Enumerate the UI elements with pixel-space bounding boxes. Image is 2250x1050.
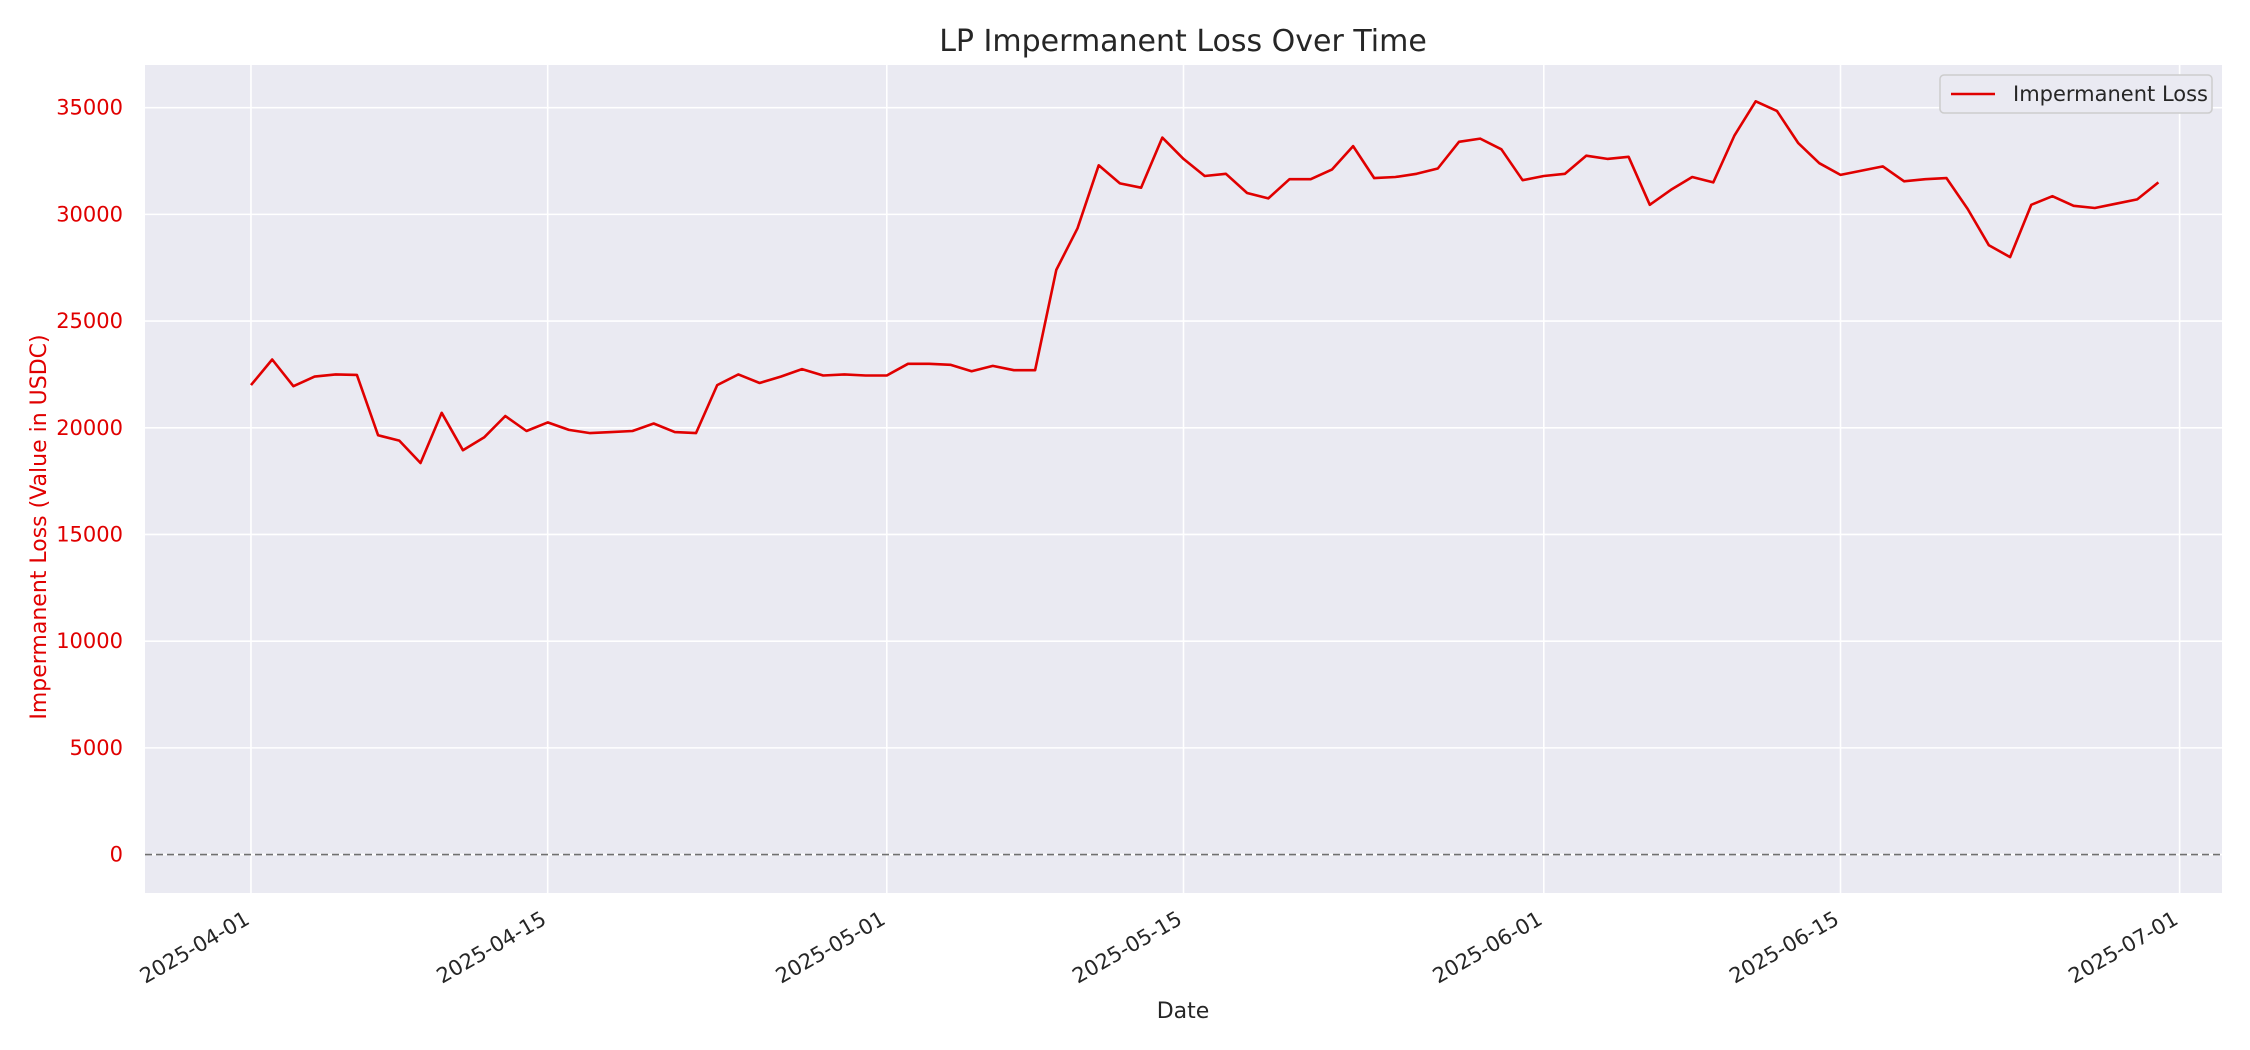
series-line-impermanent-loss <box>249 100 2160 465</box>
legend-label: Impermanent Loss <box>2013 82 2208 106</box>
y-tick-label: 5000 <box>70 736 123 760</box>
y-tick-label: 0 <box>110 843 123 867</box>
y-tick-label: 15000 <box>56 522 123 546</box>
chart-title: LP Impermanent Loss Over Time <box>939 24 1427 59</box>
x-axis-label: Date <box>1157 999 1210 1024</box>
y-axis-label: Impermanent Loss (Value in USDC) <box>27 334 52 719</box>
legend: Impermanent Loss <box>1939 74 2213 114</box>
legend-box <box>1939 74 2213 114</box>
y-tick-label: 30000 <box>56 202 123 226</box>
y-tick-label: 25000 <box>56 309 123 333</box>
grid-lines <box>145 65 2222 893</box>
y-tick-label: 35000 <box>56 96 123 120</box>
y-tick-label: 10000 <box>56 629 123 653</box>
y-tick-label: 20000 <box>56 416 123 440</box>
y-tick-labels: 0 5000 10000 15000 20000 25000 30000 35000 <box>56 96 123 867</box>
